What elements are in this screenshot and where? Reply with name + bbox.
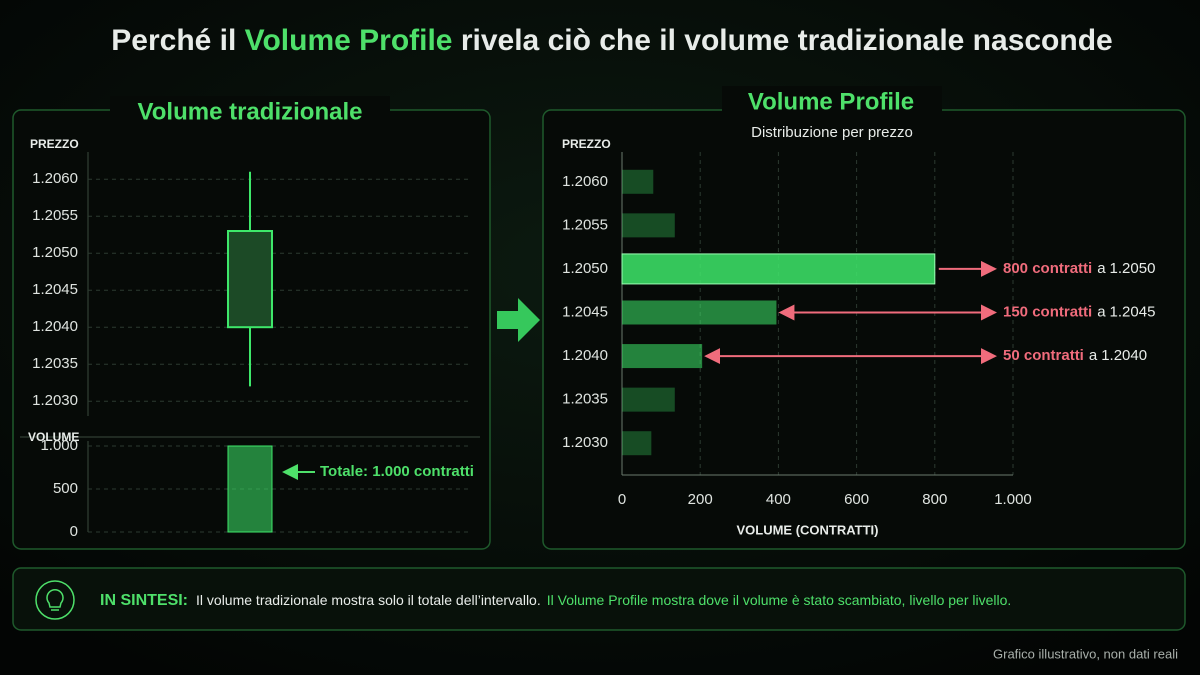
summary-text: IN SINTESI: Il volume tradizionale mostra…: [100, 592, 1011, 610]
annotation-value: 150 contratti: [1003, 303, 1092, 320]
profile-bar: [622, 387, 675, 412]
y-tick-label: 1.2050: [32, 244, 78, 261]
y-tick-label: 1.2040: [562, 347, 608, 364]
annotation: 50 contratti a 1.2040: [1003, 347, 1147, 364]
summary-label: IN SINTESI:: [100, 592, 188, 609]
y-tick-label: 1.2035: [562, 391, 608, 408]
y-tick-label: 1.2060: [32, 170, 78, 187]
annotation-price: 1.2040: [1101, 347, 1147, 364]
y-tick-label: 1.2050: [562, 260, 608, 277]
y-tick-label: 1.2030: [562, 434, 608, 451]
y-tick-label: 1.000: [40, 437, 78, 454]
transition-arrow: [497, 298, 540, 342]
x-tick-label: 400: [766, 491, 791, 508]
y-tick-label: 1.2055: [32, 207, 78, 224]
profile-bar: [622, 300, 777, 325]
volume-bar: [227, 445, 273, 533]
x-tick-label: 1.000: [994, 491, 1032, 508]
x-tick-label: 800: [922, 491, 947, 508]
summary-plain: Il volume tradizionale mostra solo il to…: [196, 592, 541, 608]
summary-highlight: Il Volume Profile mostra dove il volume …: [547, 592, 1012, 608]
x-tick-label: 200: [688, 491, 713, 508]
profile-bar: [622, 213, 675, 238]
annotation-prefix: a: [1089, 347, 1098, 364]
y-axis-label: VOLUME: [28, 430, 79, 444]
y-axis-label: PREZZO: [562, 137, 611, 151]
y-tick-label: 1.2055: [562, 216, 608, 233]
panel-title: Volume Profile: [748, 88, 914, 115]
annotation: Totale: 1.000 contratti: [320, 463, 474, 480]
x-axis-label: VOLUME (CONTRATTI): [736, 522, 878, 537]
title-part: rivela ciò che il volume tradizionale na…: [453, 24, 1113, 57]
title-part: Perché il: [111, 24, 244, 57]
summary-icon: [35, 580, 75, 620]
y-tick-label: 1.2030: [32, 392, 78, 409]
y-tick-label: 1.2045: [562, 303, 608, 320]
y-tick-label: 1.2045: [32, 281, 78, 298]
annotation-price: 1.2045: [1110, 303, 1156, 320]
annotation-value: 800 contratti: [1003, 260, 1092, 277]
x-tick-label: 600: [844, 491, 869, 508]
profile-bar: [621, 253, 936, 285]
panel-subtitle: Distribuzione per prezzo: [751, 124, 913, 141]
annotation-prefix: a: [1097, 260, 1106, 277]
profile-bar: [622, 169, 654, 194]
title-mask: [722, 86, 942, 116]
profile-bar: [622, 431, 652, 456]
y-tick-label: 1.2040: [32, 318, 78, 335]
panel-title: Volume tradizionale: [138, 98, 363, 125]
y-tick-label: 1.2035: [32, 355, 78, 372]
x-tick-label: 0: [618, 491, 626, 508]
summary-box: [12, 567, 1186, 631]
y-axis-label: PREZZO: [30, 137, 79, 151]
bulb-icon: [46, 588, 64, 611]
annotation: 150 contratti a 1.2045: [1003, 303, 1155, 320]
profile-bar: [622, 344, 703, 369]
page-title: Perché il Volume Profile rivela ciò che …: [111, 24, 1112, 57]
annotation-value: 50 contratti: [1003, 347, 1084, 364]
footnote: Grafico illustrativo, non dati reali: [993, 646, 1178, 661]
y-tick-label: 0: [70, 523, 78, 540]
y-tick-label: 1.2060: [562, 173, 608, 190]
title-mask: [110, 96, 390, 126]
annotation-prefix: a: [1097, 303, 1106, 320]
annotation: 800 contratti a 1.2050: [1003, 260, 1155, 277]
title-highlight: Volume Profile: [245, 24, 453, 57]
y-tick-label: 500: [53, 480, 78, 497]
candle-body: [227, 230, 273, 329]
annotation-price: 1.2050: [1110, 260, 1156, 277]
